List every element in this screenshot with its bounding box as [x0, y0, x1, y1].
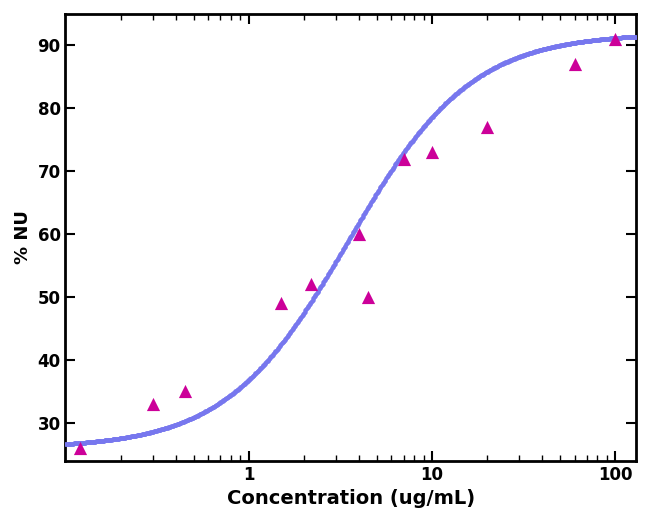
Point — [276, 299, 286, 307]
Point — [363, 293, 374, 301]
Point — [354, 230, 364, 239]
X-axis label: Concentration (ug/mL): Concentration (ug/mL) — [227, 489, 475, 508]
Y-axis label: % NU: % NU — [14, 210, 32, 264]
Point — [398, 155, 409, 163]
Point — [610, 35, 621, 43]
Point — [306, 280, 317, 289]
Point — [148, 400, 158, 408]
Point — [482, 123, 492, 132]
Point — [427, 148, 437, 157]
Point — [180, 387, 190, 396]
Point — [75, 444, 85, 452]
Point — [569, 60, 580, 68]
